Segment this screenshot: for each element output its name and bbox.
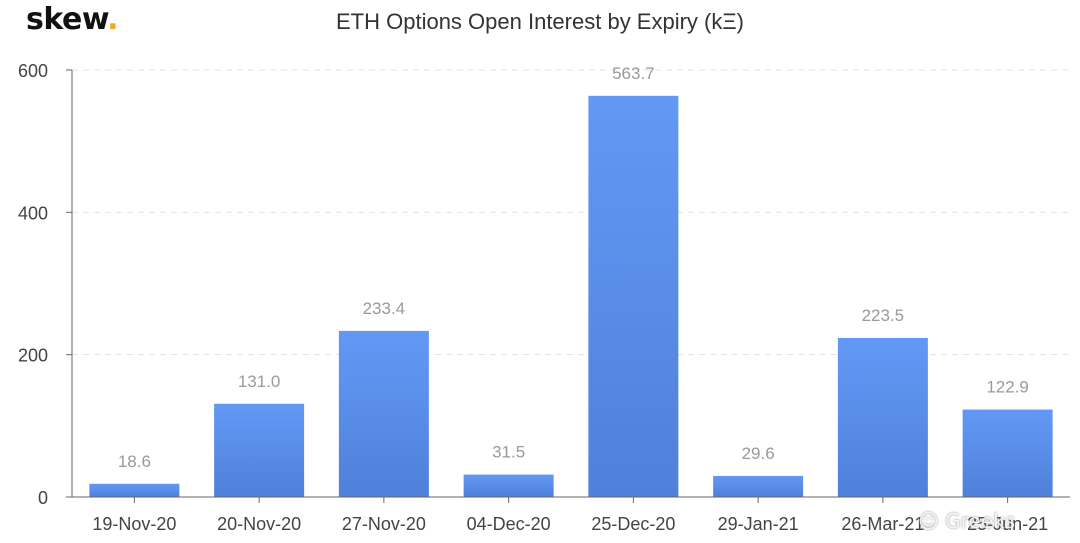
data-label: 29.6 (742, 444, 775, 463)
bar (463, 474, 554, 497)
y-tick-label: 0 (38, 488, 48, 508)
logo-dot: . (107, 2, 119, 37)
bar (214, 403, 305, 497)
data-label: 122.9 (986, 378, 1029, 397)
data-label: 31.5 (492, 443, 525, 462)
x-tick-label: 20-Nov-20 (217, 514, 301, 534)
bar (837, 337, 928, 497)
x-tick-label: 26-Mar-21 (841, 514, 924, 534)
data-label: 131.0 (238, 372, 281, 391)
bar (713, 475, 804, 497)
data-label: 563.7 (612, 64, 655, 83)
y-tick-label: 600 (18, 61, 48, 81)
y-tick-label: 400 (18, 203, 48, 223)
y-tick-label: 200 (18, 346, 48, 366)
chart-title: ETH Options Open Interest by Expiry (kΞ) (336, 9, 744, 34)
x-tick-label: 19-Nov-20 (92, 514, 176, 534)
logo-text: skew (26, 2, 108, 37)
bar (588, 95, 679, 497)
watermark: ☺ Greeks (918, 509, 1016, 533)
x-tick-label: 25-Jun-21 (967, 514, 1048, 534)
data-label: 233.4 (363, 299, 406, 318)
bar (89, 483, 180, 497)
data-label: 223.5 (862, 306, 905, 325)
x-tick-label: 04-Dec-20 (467, 514, 551, 534)
watermark-text: Greeks (945, 509, 1016, 533)
x-tick-label: 27-Nov-20 (342, 514, 426, 534)
x-tick-label: 25-Dec-20 (591, 514, 675, 534)
bar (962, 409, 1053, 497)
bar (338, 330, 429, 497)
data-label: 18.6 (118, 452, 151, 471)
x-tick-label: 29-Jan-21 (718, 514, 799, 534)
skew-logo: skew. (26, 2, 119, 37)
